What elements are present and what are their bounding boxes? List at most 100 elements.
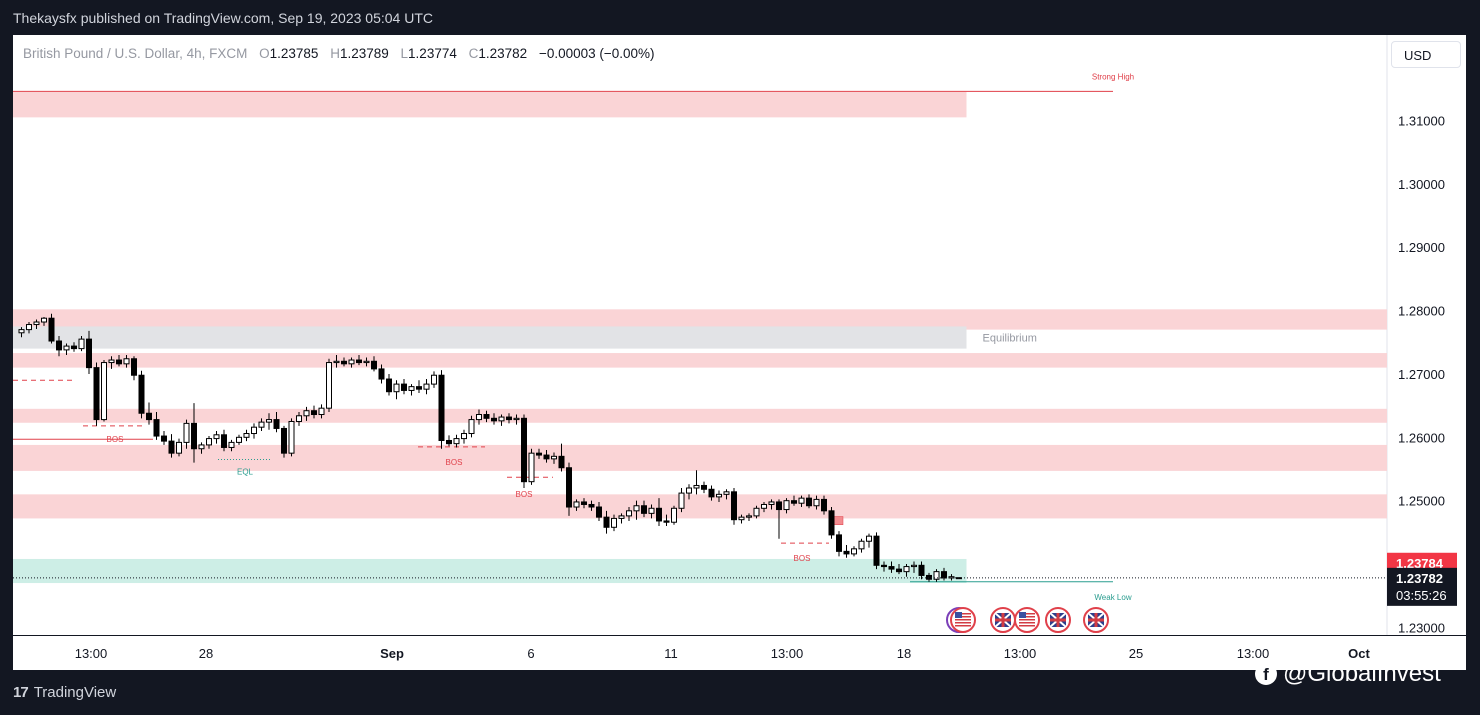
bos-label: BOS bbox=[794, 554, 811, 563]
chart-frame[interactable]: Equilibrium1.230001.240001.250001.260001… bbox=[13, 35, 1466, 670]
candle bbox=[581, 498, 587, 509]
us-event-icon bbox=[1014, 607, 1040, 633]
candle-body bbox=[483, 414, 490, 419]
candle-body bbox=[393, 383, 400, 393]
candle-body bbox=[168, 440, 175, 454]
candle-body bbox=[86, 338, 92, 369]
candle-body bbox=[41, 317, 47, 323]
candle-body bbox=[618, 515, 625, 519]
flag-stripe bbox=[955, 619, 971, 621]
candle bbox=[768, 499, 775, 510]
candle-body bbox=[603, 516, 610, 528]
candle-body bbox=[251, 426, 257, 435]
flag-stripe bbox=[955, 622, 971, 624]
candle-body bbox=[363, 360, 370, 364]
candle bbox=[723, 489, 730, 500]
candle-body bbox=[708, 488, 715, 498]
currency-button[interactable]: USD bbox=[1391, 41, 1461, 68]
candle-body bbox=[296, 415, 302, 422]
candle-body bbox=[326, 362, 332, 409]
countdown-label: 03:55:26 bbox=[1396, 588, 1447, 603]
candle bbox=[18, 327, 25, 338]
watermark-text: @GlobalInvest bbox=[1283, 660, 1441, 687]
tv-logo-icon[interactable]: 17 bbox=[13, 684, 29, 701]
candle bbox=[71, 342, 77, 352]
candle bbox=[716, 490, 722, 502]
candle-body bbox=[101, 362, 107, 421]
supply-zone bbox=[13, 494, 1387, 519]
candle bbox=[251, 423, 257, 439]
candle bbox=[281, 425, 287, 458]
candle bbox=[858, 538, 865, 553]
candle-body bbox=[648, 507, 655, 514]
candle bbox=[558, 443, 565, 472]
candle-body bbox=[543, 454, 550, 460]
candle-body bbox=[116, 359, 122, 365]
candle-body bbox=[161, 435, 167, 442]
candle-body bbox=[491, 417, 497, 422]
candle-body bbox=[581, 501, 587, 505]
candle-body bbox=[78, 338, 85, 350]
candle-body bbox=[896, 568, 902, 573]
candle-body bbox=[206, 438, 212, 446]
candle bbox=[633, 500, 640, 520]
last-price-label: 1.23782 bbox=[1396, 571, 1443, 586]
candle-body bbox=[948, 576, 955, 579]
candle bbox=[618, 513, 625, 524]
candle-body bbox=[588, 503, 595, 508]
supply-zone bbox=[13, 92, 967, 118]
candle bbox=[641, 500, 647, 518]
candle-body bbox=[671, 507, 677, 523]
candle bbox=[918, 561, 925, 580]
candle bbox=[378, 364, 385, 384]
candle-body bbox=[918, 564, 925, 576]
candle bbox=[656, 498, 662, 527]
candle bbox=[776, 499, 782, 539]
candle-body bbox=[438, 374, 445, 441]
candle bbox=[206, 436, 212, 449]
candle-body bbox=[453, 438, 460, 445]
candle-body bbox=[686, 487, 692, 494]
facebook-icon: f bbox=[1255, 663, 1277, 685]
candle bbox=[701, 481, 707, 494]
candle-body bbox=[926, 574, 932, 580]
candle bbox=[551, 452, 557, 464]
uk-event-icon bbox=[1083, 607, 1109, 633]
candlestick-chart[interactable]: Equilibrium1.230001.240001.250001.260001… bbox=[13, 35, 1466, 670]
candle-body bbox=[71, 345, 77, 350]
symbol-name[interactable]: British Pound / U.S. Dollar, 4h, FXCM bbox=[23, 46, 248, 61]
candle-body bbox=[33, 321, 40, 326]
candle bbox=[176, 438, 182, 457]
candle-body bbox=[528, 452, 535, 483]
candle bbox=[783, 498, 790, 514]
candle-body bbox=[176, 441, 182, 454]
candle bbox=[873, 532, 880, 570]
candle bbox=[543, 449, 550, 463]
close-label: C bbox=[468, 46, 479, 61]
candle bbox=[423, 379, 430, 395]
candle-body bbox=[63, 345, 70, 351]
candle bbox=[273, 411, 280, 433]
candle bbox=[93, 362, 100, 426]
y-tick-label: 1.31000 bbox=[1398, 114, 1445, 129]
bos-label: BOS bbox=[107, 435, 124, 444]
candle-body bbox=[318, 407, 325, 416]
candle bbox=[603, 510, 610, 534]
candle bbox=[933, 569, 940, 582]
candle bbox=[101, 360, 107, 422]
candle-body bbox=[596, 506, 602, 518]
candle-body bbox=[551, 455, 557, 460]
candle bbox=[371, 356, 377, 372]
candle bbox=[431, 371, 437, 388]
candle-body bbox=[386, 378, 392, 393]
equilibrium-zone bbox=[13, 326, 967, 349]
candle-body bbox=[26, 324, 32, 331]
flag-cross bbox=[1088, 618, 1104, 622]
candle-body bbox=[506, 416, 512, 421]
candle bbox=[813, 495, 820, 510]
candle bbox=[116, 354, 122, 367]
candle bbox=[791, 495, 797, 506]
candle bbox=[851, 546, 857, 557]
candle-body bbox=[146, 412, 152, 421]
footer-logo-text[interactable]: TradingView bbox=[33, 684, 117, 701]
